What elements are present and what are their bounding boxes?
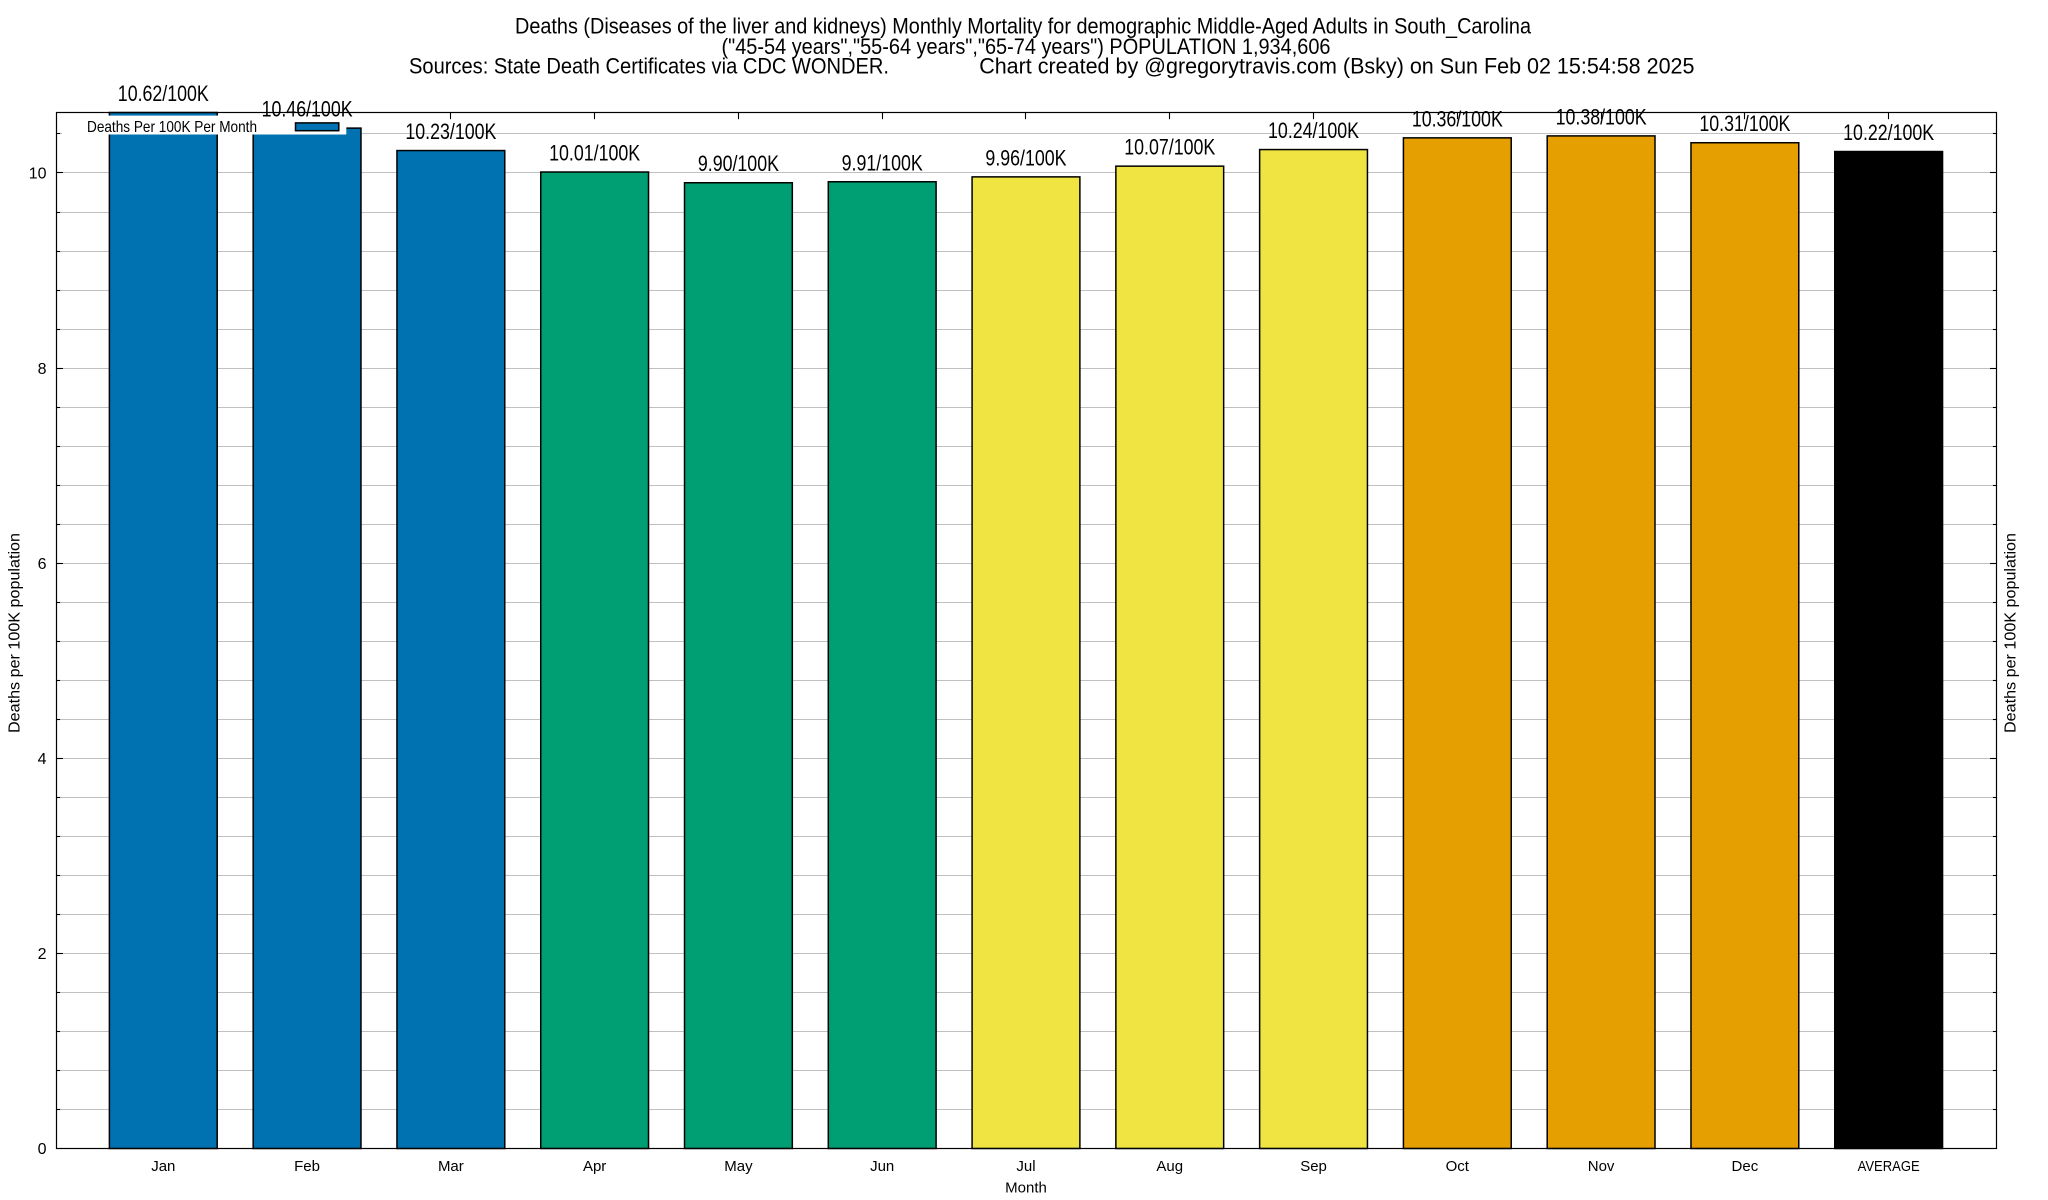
svg-text:Deaths (Diseases of the liver: Deaths (Diseases of the liver and kidney… [515, 13, 1532, 38]
svg-text:Sep: Sep [1300, 1158, 1327, 1175]
svg-text:Apr: Apr [583, 1158, 606, 1175]
svg-text:9.96/100K: 9.96/100K [985, 145, 1066, 170]
svg-text:4: 4 [38, 751, 47, 768]
svg-text:10.31/100K: 10.31/100K [1699, 111, 1790, 136]
svg-text:AVERAGE: AVERAGE [1858, 1158, 1920, 1175]
svg-text:2: 2 [38, 946, 47, 963]
svg-text:Deaths per 100K population: Deaths per 100K population [7, 533, 24, 733]
svg-text:8: 8 [38, 361, 47, 378]
svg-text:Feb: Feb [294, 1158, 320, 1175]
svg-text:Deaths Per 100K Per Month: Deaths Per 100K Per Month [87, 119, 257, 136]
svg-text:10: 10 [29, 166, 47, 183]
svg-text:("45-54 years","55-64 years",": ("45-54 years","55-64 years","65-74 year… [722, 34, 1331, 59]
svg-text:Aug: Aug [1156, 1158, 1183, 1175]
svg-text:10.36/100K: 10.36/100K [1412, 106, 1503, 131]
svg-text:Oct: Oct [1446, 1158, 1470, 1175]
svg-text:9.91/100K: 9.91/100K [842, 150, 923, 175]
svg-text:6: 6 [38, 556, 47, 573]
svg-text:Chart created by @gregorytravi: Chart created by @gregorytravis.com (Bsk… [979, 53, 1694, 78]
svg-text:Deaths per 100K population: Deaths per 100K population [2003, 533, 2020, 733]
svg-text:10.62/100K: 10.62/100K [118, 81, 209, 106]
svg-text:Jun: Jun [870, 1158, 894, 1175]
svg-text:Month: Month [1005, 1180, 1047, 1197]
svg-text:May: May [724, 1158, 753, 1175]
svg-text:Jan: Jan [151, 1158, 175, 1175]
svg-text:0: 0 [38, 1141, 47, 1158]
svg-text:10.38/100K: 10.38/100K [1556, 104, 1647, 129]
svg-text:10.07/100K: 10.07/100K [1124, 135, 1215, 160]
svg-text:Nov: Nov [1588, 1158, 1615, 1175]
svg-text:10.22/100K: 10.22/100K [1843, 120, 1934, 145]
svg-text:Sources: State Death Certifica: Sources: State Death Certificates via CD… [409, 53, 889, 78]
svg-text:9.90/100K: 9.90/100K [698, 151, 779, 176]
svg-text:Jul: Jul [1016, 1158, 1035, 1175]
svg-text:10.46/100K: 10.46/100K [262, 97, 353, 122]
svg-text:10.24/100K: 10.24/100K [1268, 118, 1359, 143]
svg-text:10.23/100K: 10.23/100K [405, 119, 496, 144]
svg-text:10.01/100K: 10.01/100K [549, 141, 640, 166]
svg-text:Dec: Dec [1732, 1158, 1759, 1175]
svg-text:Mar: Mar [438, 1158, 464, 1175]
